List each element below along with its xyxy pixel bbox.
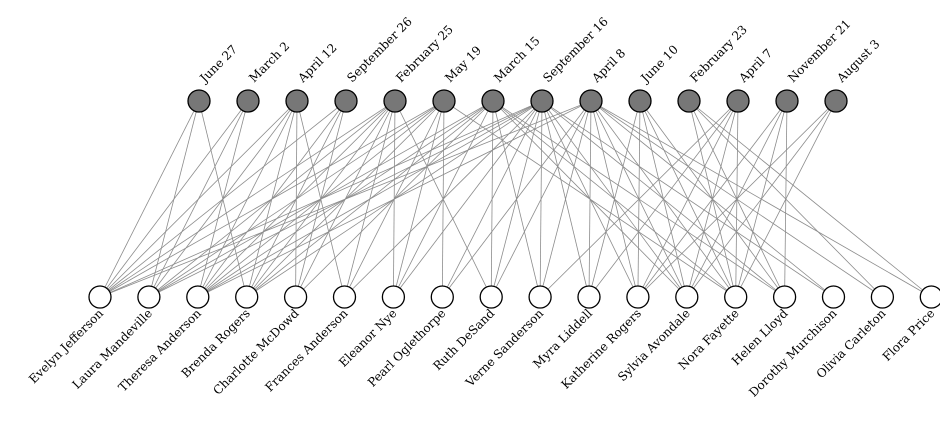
person-node[interactable] (724, 285, 748, 309)
edge-6-5 (393, 100, 445, 298)
event-node[interactable] (628, 89, 652, 113)
person-node[interactable] (88, 285, 112, 309)
person-node[interactable] (235, 285, 259, 309)
edge-6-7 (393, 100, 543, 298)
edge-2-2 (197, 100, 298, 298)
person-node[interactable] (626, 285, 650, 309)
person-node[interactable] (332, 285, 357, 309)
edge-17-8 (590, 100, 932, 298)
edge-6-4 (393, 100, 396, 298)
edge-9-7 (539, 100, 543, 298)
person-node[interactable] (577, 285, 601, 309)
event-label: August 3 (834, 37, 883, 86)
edge-16-10 (688, 100, 883, 298)
person-node[interactable] (137, 285, 161, 309)
edge-8-4 (394, 100, 492, 298)
edge-15-7 (541, 100, 834, 298)
event-label-layer: June 27 March 2 April 12 September 26Februa… (196, 14, 883, 86)
edge-1-1 (148, 100, 249, 298)
person-node[interactable] (772, 285, 797, 309)
event-label: April 12 (295, 41, 340, 86)
person-node[interactable] (186, 285, 210, 309)
person-node[interactable] (919, 285, 940, 309)
person-node-layer (88, 285, 940, 309)
edge-14-6 (492, 100, 785, 298)
event-node[interactable] (383, 89, 407, 113)
event-label: March 15 (491, 34, 542, 85)
edge-layer (99, 100, 932, 298)
person-label: Charlotte McDowd (210, 306, 302, 398)
person-node[interactable] (675, 285, 699, 309)
event-label: April 8 (589, 46, 629, 86)
edge-16-8 (590, 100, 883, 298)
edge-5-4 (344, 100, 396, 298)
event-node[interactable] (775, 89, 799, 113)
event-node[interactable] (579, 89, 603, 113)
edge-8-6 (490, 100, 494, 298)
edge-4-2 (295, 100, 298, 298)
edge-15-8 (590, 100, 834, 298)
event-label: June 27 (196, 42, 240, 86)
event-node[interactable] (726, 89, 750, 113)
edge-14-7 (541, 100, 785, 298)
edge-3-0 (198, 100, 248, 298)
event-node[interactable] (334, 89, 358, 113)
event-node[interactable] (481, 89, 505, 113)
edge-13-5 (443, 100, 736, 298)
person-node[interactable] (283, 285, 308, 309)
event-label: June 10 (637, 42, 681, 86)
person-label: Frances Anderson (262, 306, 350, 394)
edge-9-6 (492, 100, 541, 298)
edge-17-10 (688, 100, 932, 298)
person-node[interactable] (479, 285, 503, 309)
event-node[interactable] (530, 89, 554, 113)
person-node[interactable] (528, 285, 552, 309)
event-node[interactable] (187, 89, 211, 113)
person-label: Dorothy Murchison (746, 306, 840, 400)
event-node[interactable] (677, 89, 701, 113)
event-label: May 19 (442, 43, 484, 85)
edge-3-2 (246, 100, 298, 298)
event-label: April 7 (736, 46, 776, 86)
event-node[interactable] (824, 89, 848, 113)
edge-4-4 (295, 100, 396, 298)
event-node[interactable] (432, 89, 456, 113)
person-node[interactable] (430, 285, 454, 309)
person-node[interactable] (821, 285, 846, 309)
event-node[interactable] (236, 89, 260, 113)
event-node-layer (187, 89, 848, 113)
person-label: Flora Price (880, 306, 938, 364)
event-label: March 2 (246, 39, 292, 85)
edge-0-0 (99, 100, 200, 298)
person-label: Theresa Anderson (116, 306, 204, 394)
edge-5-2 (296, 100, 345, 298)
person-node[interactable] (381, 285, 406, 309)
person-node[interactable] (870, 285, 895, 309)
edge-10-7 (541, 100, 590, 298)
edge-1-0 (148, 100, 200, 298)
event-node[interactable] (285, 89, 309, 113)
edge-13-6 (492, 100, 736, 298)
